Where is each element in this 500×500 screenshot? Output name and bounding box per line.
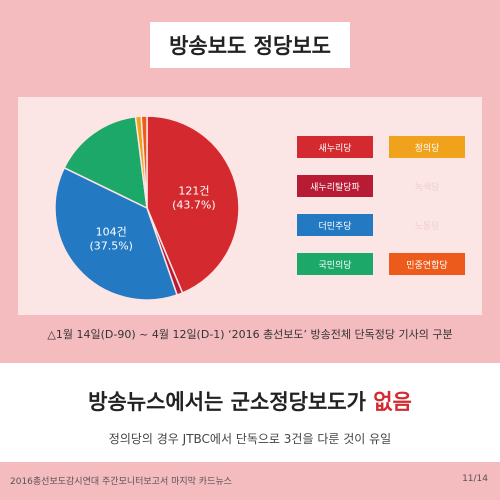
pie-slice-5 xyxy=(140,115,148,209)
summary-panel xyxy=(0,363,500,462)
legend-item: 정의당 xyxy=(389,136,465,158)
pie-slice-3 xyxy=(63,115,148,210)
legend-item: 새누리당 xyxy=(297,136,373,158)
legend-item: 새누리탈당파 xyxy=(297,175,373,197)
party-pie-chart: 121건(43.7%) 104건(37.5%) xyxy=(54,115,240,301)
headline-text: 방송뉴스에서는 군소정당보도가 xyxy=(88,390,374,414)
slice-count-label: 121건 xyxy=(178,185,209,198)
headline-highlight: 없음 xyxy=(373,390,412,414)
footer xyxy=(0,462,500,500)
page-number: 11/14 xyxy=(462,474,488,484)
subline: 정의당의 경우 JTBC에서 단독으로 3건을 다룬 것이 유일 xyxy=(108,432,392,446)
legend-item: 민중연합당 xyxy=(389,253,465,275)
legend-item: 더민주당 xyxy=(297,214,373,236)
chart-caption: △1월 14일(D-90) ~ 4월 12일(D-1) ‘2016 총선보도’ … xyxy=(47,328,453,341)
slice-count-label: 104건 xyxy=(96,226,127,239)
pie-slice-0 xyxy=(146,115,240,294)
footer-source: 2016총선보도감시연대 주간모니터보고서 마지막 카드뉴스 xyxy=(10,477,232,487)
slice-percent-label: (43.7%) xyxy=(172,199,216,212)
page-title: 방송보도 정당보도 xyxy=(150,22,350,68)
headline: 방송뉴스에서는 군소정당보도가 없음 xyxy=(0,386,500,416)
pie-slice-2 xyxy=(54,166,179,301)
legend-item: 국민의당 xyxy=(297,253,373,275)
legend-item: 녹색당 xyxy=(389,175,465,197)
legend-item: 노동당 xyxy=(389,214,465,236)
slice-percent-label: (37.5%) xyxy=(89,240,133,253)
